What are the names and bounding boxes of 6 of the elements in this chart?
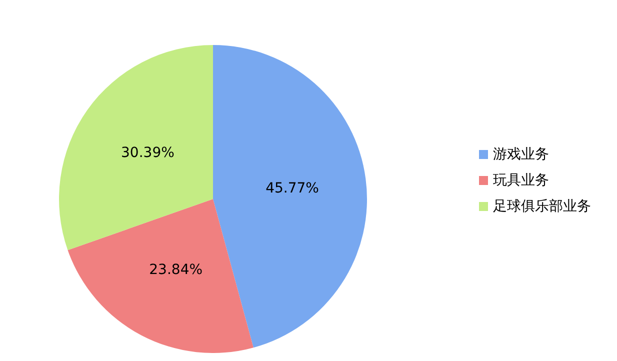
data-label: 23.84% [149,262,203,278]
data-label: 45.77% [266,180,319,196]
legend-label: 游戏业务 [493,146,549,162]
data-label: 30.39% [121,144,174,161]
legend-label: 玩具业务 [493,172,549,188]
legend-label: 足球俱乐部业务 [493,198,591,214]
